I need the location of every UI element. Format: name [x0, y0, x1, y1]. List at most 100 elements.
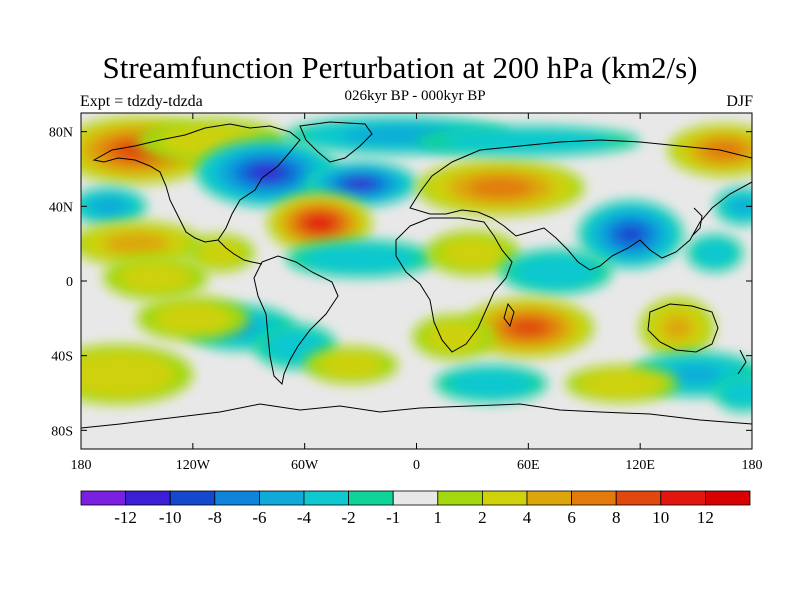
colorbar-swatch	[660, 490, 706, 506]
anomaly-blob	[136, 295, 249, 341]
anomaly-blob	[267, 193, 372, 253]
colorbar-swatch	[258, 490, 305, 506]
anomaly-blob	[565, 365, 678, 403]
anomaly-contour	[350, 179, 371, 189]
colorbar-label: -2	[342, 508, 356, 527]
colorbar-swatch	[437, 490, 483, 506]
coastline-japan	[691, 207, 703, 237]
anomaly-blob	[81, 187, 147, 225]
coastline-antarctica	[81, 403, 752, 429]
colorbar-swatch	[615, 490, 662, 506]
colorbar-label: 6	[567, 508, 576, 527]
x-tick-label: 180	[71, 458, 92, 473]
y-tick-label: 80N	[49, 126, 73, 141]
anomaly-blob	[286, 239, 436, 278]
colorbar-swatch	[214, 490, 260, 506]
anomaly-contour	[81, 351, 175, 397]
anomaly-contour	[669, 365, 723, 384]
colorbar: -12 -10 -8 -6 -4 -2 -1 1 2 4 6 8 10 12	[80, 490, 751, 527]
coastline-greenland	[299, 121, 373, 163]
anomaly-blob	[416, 159, 585, 216]
colorbar-swatch	[392, 490, 439, 506]
colorbar-swatch	[169, 490, 216, 506]
anomaly-blob	[714, 374, 752, 412]
colorbar-swatch	[705, 490, 751, 506]
anomaly-contour	[468, 177, 532, 199]
anomaly-blob	[416, 126, 641, 156]
anomaly-blob	[578, 200, 684, 268]
coastline-eurasia	[409, 139, 752, 271]
x-tick-label: 180	[742, 458, 763, 473]
coastlines	[81, 121, 752, 429]
colorbar-label: -12	[114, 508, 137, 527]
y-tick-label: 40S	[51, 350, 73, 365]
anomaly-contour	[615, 224, 647, 245]
anomaly-blob	[196, 139, 339, 207]
colorbar-label: 10	[652, 508, 669, 527]
anomaly-contour	[693, 239, 736, 267]
anomaly-contour	[508, 318, 548, 337]
colorbar-swatch	[481, 490, 528, 506]
colorbar-swatch	[80, 490, 126, 506]
experiment-label: Expt = tdzdy-tdzda	[80, 93, 203, 110]
colorbar-label: -6	[252, 508, 266, 527]
colorbar-label: 1	[434, 508, 443, 527]
colorbar-label: -4	[297, 508, 312, 527]
y-tick-label: 0	[66, 275, 73, 290]
anomaly-contour	[449, 369, 533, 398]
coastline-madagascar	[503, 302, 515, 328]
colorbar-swatch	[125, 490, 171, 506]
anomaly-blob	[412, 314, 495, 360]
colorbar-swatch	[348, 490, 394, 506]
figure-subtitle: 026kyr BP - 000kyr BP	[344, 88, 486, 104]
colorbar-swatch	[526, 490, 572, 506]
anomaly-contour	[104, 232, 170, 255]
colorbar-label: -8	[208, 508, 222, 527]
anomaly-blob	[435, 365, 547, 403]
anomaly-contour	[662, 315, 693, 340]
anomaly-blob	[187, 234, 255, 272]
colorbar-swatch	[571, 490, 617, 506]
y-axis: 80N 40N 0 40S 80S	[49, 126, 752, 439]
colorbar-label: 8	[612, 508, 621, 527]
colorbar-label: 2	[478, 508, 487, 527]
colorbar-swatch	[303, 490, 349, 506]
anomaly-blob	[463, 297, 594, 358]
anomaly-contour	[426, 322, 482, 352]
x-tick-label: 120W	[176, 458, 211, 473]
anomaly-contour	[264, 329, 327, 364]
anomaly-blob	[714, 187, 752, 225]
anomaly-contour	[304, 244, 417, 273]
x-tick-label: 120E	[625, 458, 655, 473]
anomaly-contour	[579, 369, 664, 398]
anomaly-blob	[81, 344, 193, 405]
x-tick-label: 60E	[517, 458, 540, 473]
anomaly-blob	[81, 221, 203, 267]
anomaly-blob	[686, 234, 743, 272]
y-tick-label: 40N	[49, 200, 73, 215]
coastline-central-america	[217, 239, 263, 265]
x-axis: 180 120W 60W 0 60E 120E 180	[71, 113, 763, 473]
plot-area	[80, 112, 753, 450]
anomaly-contour	[198, 240, 244, 266]
anomaly-contour	[514, 254, 599, 289]
y-tick-label: 80S	[51, 424, 73, 439]
coastline-africa	[395, 217, 513, 353]
x-tick-label: 0	[413, 458, 420, 473]
colorbar-label: -1	[386, 508, 400, 527]
anomaly-blob	[304, 346, 398, 384]
anomaly-contour	[320, 352, 383, 378]
colorbar-label: -10	[159, 508, 182, 527]
coastline-new-zealand	[737, 349, 747, 375]
anomaly-blob	[103, 254, 208, 300]
anomaly-blob	[640, 297, 715, 358]
anomaly-contour	[731, 198, 752, 214]
anomaly-contour	[90, 197, 128, 216]
anomaly-contour	[441, 238, 504, 268]
figure-title: Streamfunction Perturbation at 200 hPa (…	[102, 50, 698, 85]
anomaly-blob	[668, 124, 752, 177]
anomaly-blob	[425, 230, 520, 276]
anomaly-contour	[703, 140, 746, 161]
x-tick-label: 60W	[291, 458, 319, 473]
